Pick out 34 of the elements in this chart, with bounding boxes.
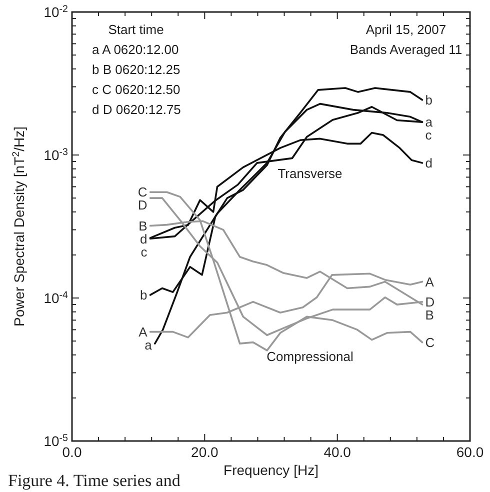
x-tick-label: 60.0 bbox=[456, 444, 484, 460]
caption: Figure 4. Time series and bbox=[8, 471, 181, 490]
series-label: B bbox=[138, 218, 148, 234]
x-tick-label: 20.0 bbox=[191, 444, 219, 460]
series-label: d bbox=[425, 155, 432, 170]
annotation: d D 0620:12.75 bbox=[92, 102, 181, 117]
annotation: April 15, 2007 bbox=[366, 22, 446, 37]
series-label: a bbox=[425, 114, 434, 130]
text: a bbox=[144, 337, 152, 352]
y-tick-label: 10$^{-4}$ bbox=[44, 289, 69, 306]
text: d bbox=[140, 231, 148, 246]
series-label: c bbox=[425, 128, 432, 143]
y-tick-label: 10$^{-2}$ bbox=[44, 3, 68, 20]
annotation: c C 0620:12.50 bbox=[92, 82, 180, 97]
text: c bbox=[140, 244, 148, 260]
text: D bbox=[138, 198, 148, 213]
series-label: b bbox=[140, 288, 148, 303]
annotation: Transverse bbox=[278, 166, 342, 181]
series-label: C bbox=[138, 184, 148, 200]
annotation: Compressional bbox=[266, 349, 354, 364]
annotation: b B 0620:12.25 bbox=[92, 62, 180, 77]
text: A bbox=[425, 274, 434, 290]
series-label: A bbox=[138, 324, 148, 340]
series-label: D bbox=[425, 294, 435, 310]
x-tick-label: 0.0 bbox=[62, 444, 82, 460]
annotation: Bands Averaged 11 bbox=[350, 42, 462, 57]
text: b bbox=[425, 92, 432, 108]
annotation: a A 0620:12.00 bbox=[92, 42, 179, 57]
y-tick-label: 10$^{-3}$ bbox=[44, 146, 69, 163]
annotation: Start time bbox=[108, 22, 164, 37]
x-axis-title: Frequency [Hz] bbox=[224, 462, 318, 478]
x-tick-label: 40.0 bbox=[324, 444, 352, 460]
text: C bbox=[425, 334, 435, 350]
text: B bbox=[425, 307, 434, 322]
